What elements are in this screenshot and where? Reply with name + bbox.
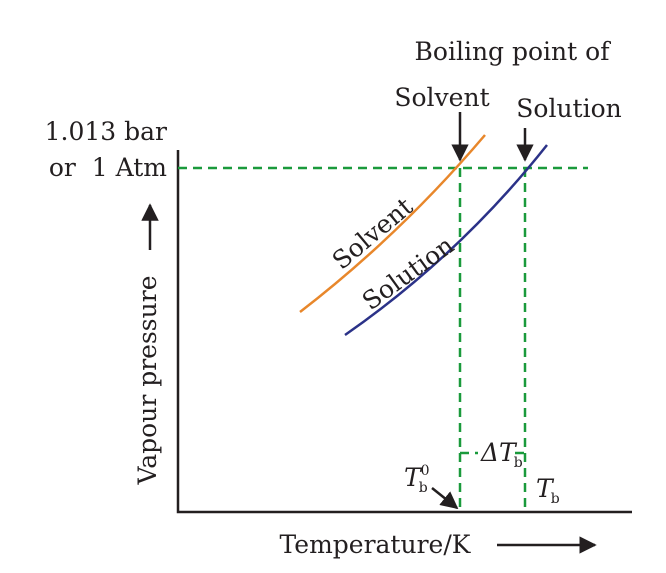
y-axis-label: Vapour pressure: [133, 276, 162, 486]
axes: [176, 150, 632, 514]
subscript: b: [419, 480, 428, 496]
superscript: 0: [421, 463, 430, 479]
header: Boiling point of: [415, 37, 612, 66]
pressure-label: or 1 Atm: [49, 153, 167, 182]
pressure-label: 1.013 bar: [45, 117, 167, 146]
solution-marker: Solution: [516, 94, 621, 123]
x-axis-label: Temperature/K: [280, 530, 472, 559]
subscript: b: [551, 491, 560, 507]
symbol: T: [404, 463, 423, 492]
symbol: ΔT: [480, 438, 518, 467]
solution-curve: [344, 144, 548, 337]
delta-label: ΔTb: [480, 438, 523, 471]
arrow: [431, 487, 459, 510]
symbol: T: [536, 474, 555, 503]
tb-label: Tb: [536, 474, 560, 507]
subscript: b: [514, 455, 523, 471]
tb0-label: Tb0: [404, 463, 430, 496]
solvent-marker: Solvent: [394, 83, 489, 112]
